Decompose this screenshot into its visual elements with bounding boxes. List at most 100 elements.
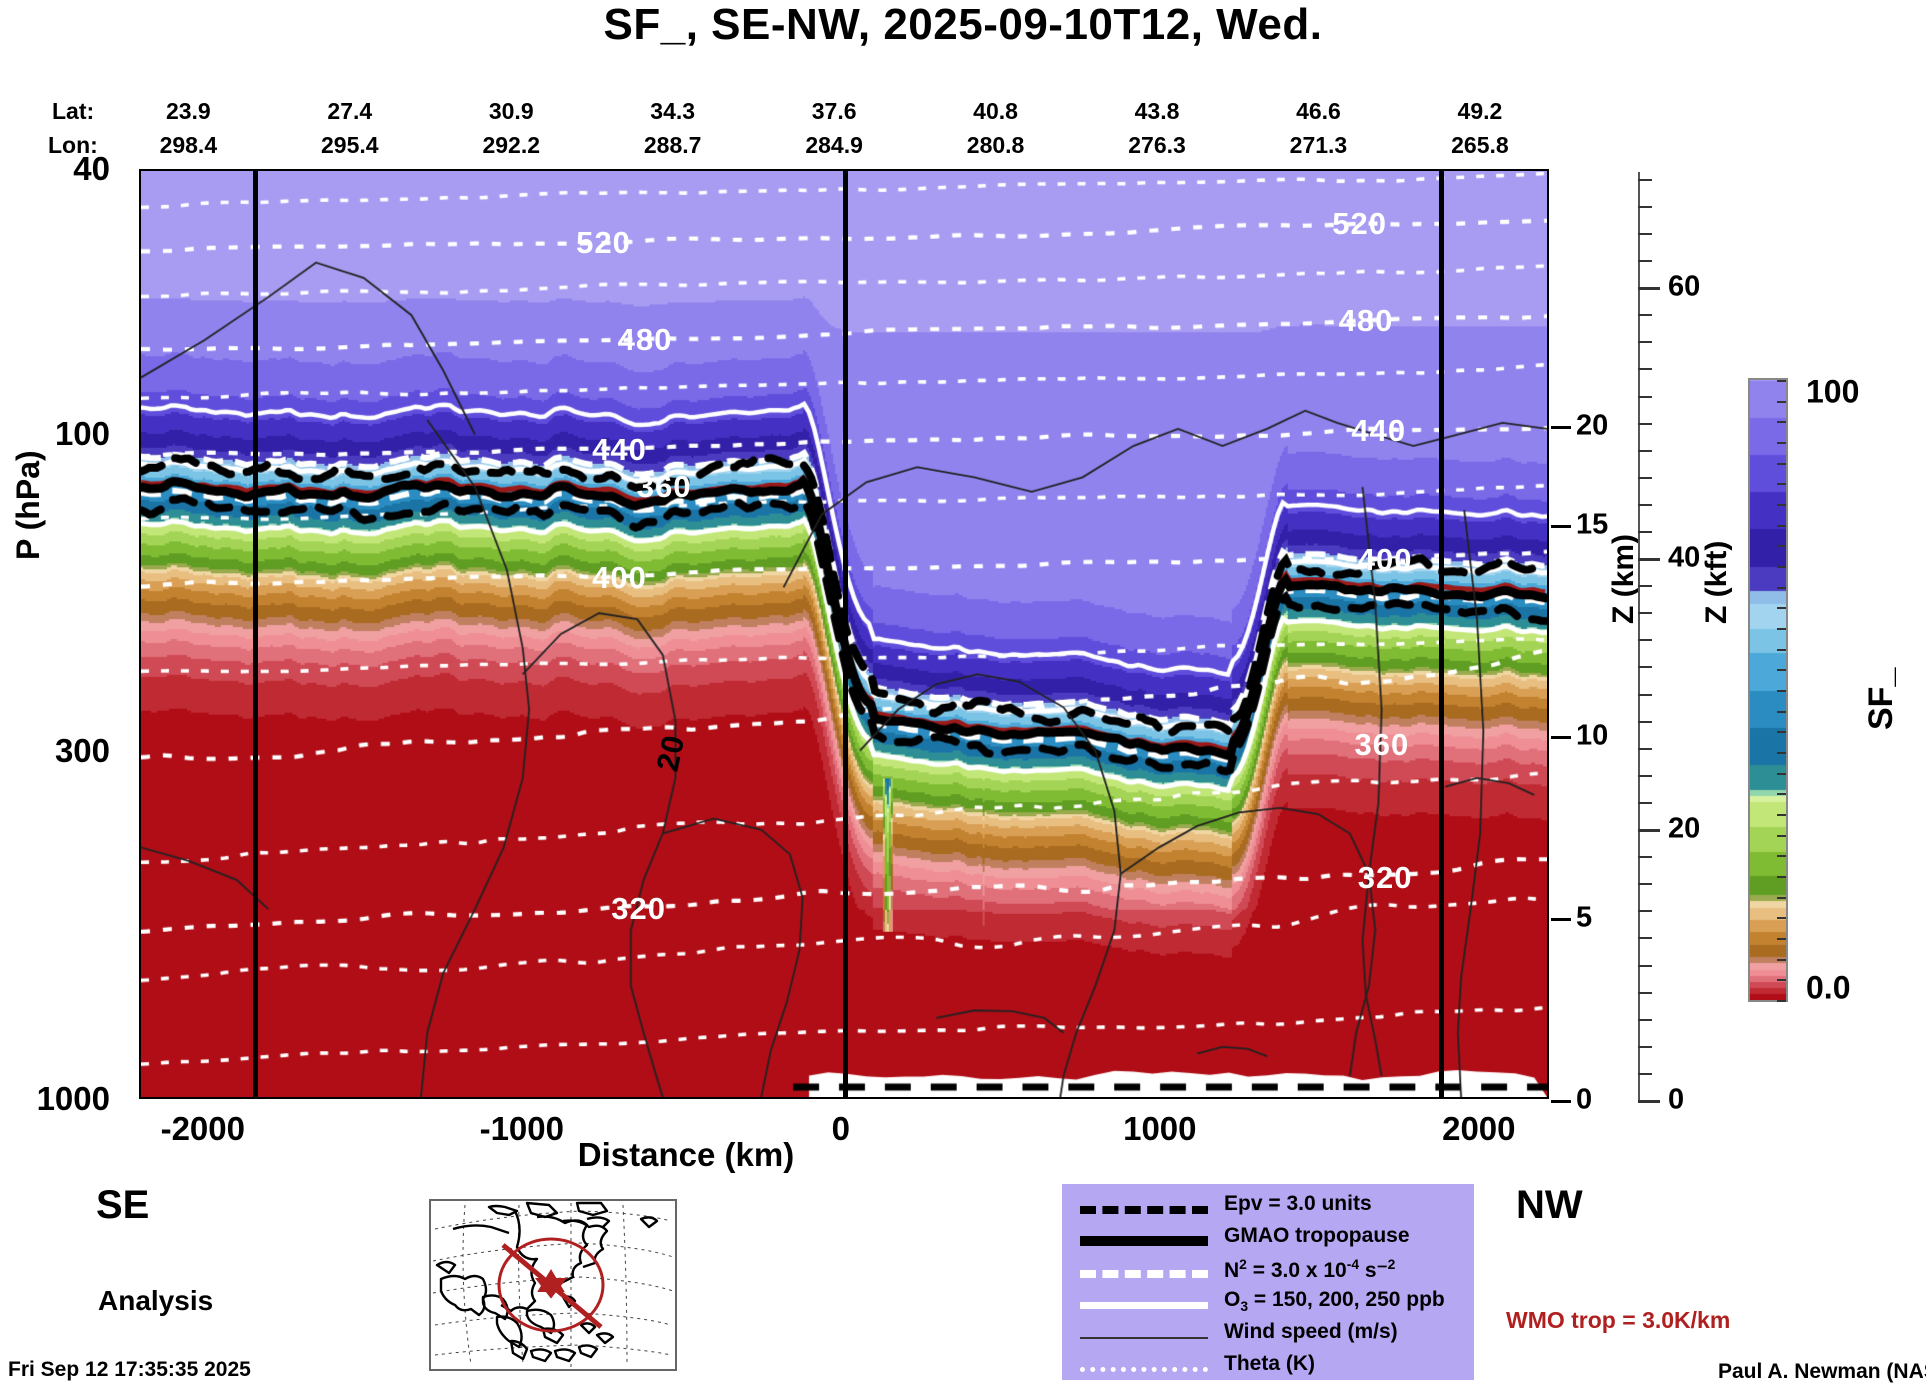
axis-tick <box>1513 169 1515 171</box>
axis-tick <box>301 169 303 171</box>
distance-tick-label: 2000 <box>1442 1110 1516 1147</box>
z-km-tick <box>1551 736 1571 739</box>
axis-tick <box>428 1097 430 1099</box>
nw-end-label: NW <box>1516 1183 1583 1227</box>
z-kft-axis-line <box>1638 172 1640 1100</box>
legend-item[interactable]: GMAO tropopause <box>1062 1224 1474 1256</box>
lon-value: 292.2 <box>482 132 541 158</box>
axis-tick <box>1353 169 1355 171</box>
axis-tick <box>1547 1071 1549 1073</box>
z-kft-tick <box>1638 666 1652 669</box>
z-kft-tick <box>1638 1045 1652 1048</box>
axis-tick <box>173 1097 175 1099</box>
axis-tick <box>875 169 877 171</box>
colorbar-tick <box>1777 421 1786 424</box>
axis-tick <box>1226 169 1228 171</box>
axis-tick <box>1545 1097 1547 1099</box>
axis-tick <box>139 1071 141 1073</box>
colorbar[interactable] <box>1748 378 1788 1002</box>
theta-label-360-left: 360 <box>636 468 692 504</box>
legend-item[interactable]: Theta (K) <box>1062 1352 1474 1384</box>
z-kft-tick <box>1638 205 1652 208</box>
axis-tick <box>364 1097 366 1099</box>
axis-tick <box>1513 1097 1515 1099</box>
z-kft-tick <box>1638 287 1660 291</box>
colorbar-tick <box>1777 938 1786 940</box>
z-kft-tick <box>1638 531 1652 533</box>
lat-value: 40.8 <box>973 98 1018 124</box>
axis-tick <box>747 169 749 171</box>
cross-section-plot[interactable]: 520 480 440 400 360 320 520 480 440 400 360 320 20 <box>139 169 1549 1099</box>
axis-tick <box>139 1037 141 1039</box>
axis-tick <box>683 169 685 171</box>
lat-value: 43.8 <box>1134 98 1180 124</box>
axis-tick <box>1289 169 1291 171</box>
generation-timestamp: Fri Sep 12 17:35:35 2025 <box>8 1358 251 1381</box>
colorbar-tick <box>1777 628 1786 630</box>
lat-value: 49.2 <box>1457 98 1503 124</box>
axis-tick <box>1098 169 1100 171</box>
axis-tick <box>364 169 366 171</box>
z-kft-tick <box>1638 558 1660 562</box>
axis-tick <box>237 1097 239 1099</box>
z-kft-tick <box>1638 991 1652 994</box>
axis-tick <box>779 169 781 171</box>
colorbar-tick <box>1777 504 1786 506</box>
legend-item[interactable]: Wind speed (m/s) <box>1062 1320 1474 1352</box>
inset-locator-map[interactable] <box>429 1199 677 1371</box>
axis-tick <box>1547 636 1549 638</box>
theta-label-480-left: 480 <box>617 321 673 357</box>
legend-box[interactable]: Epv = 3.0 units GMAO tropopause N2 = 3.0 x… <box>1062 1184 1474 1380</box>
z-kft-tick-label: 20 <box>1668 812 1701 845</box>
axis-tick <box>460 169 462 171</box>
legend-item[interactable]: Epv = 3.0 units <box>1062 1192 1474 1224</box>
axis-tick <box>1321 169 1323 171</box>
axis-tick <box>588 169 590 171</box>
pressure-tick-label: 40 <box>73 150 110 187</box>
axis-tick <box>1547 1037 1549 1039</box>
axis-tick <box>205 1097 208 1099</box>
axis-tick <box>779 1097 781 1099</box>
z-km-tick-label: 5 <box>1576 901 1593 934</box>
z-kft-tick-label: 40 <box>1668 541 1701 574</box>
axis-tick <box>1449 1097 1451 1099</box>
legend-item[interactable]: O3 = 150, 200, 250 ppb <box>1062 1288 1474 1320</box>
z-km-tick-label: 15 <box>1576 508 1609 541</box>
z-kft-tick <box>1638 747 1652 750</box>
colorbar-tick <box>1777 524 1786 527</box>
legend-line-sample-white-dotted <box>1080 1367 1208 1372</box>
z-kft-tick <box>1638 829 1660 833</box>
theta-label-320-right: 320 <box>1357 859 1413 895</box>
theta-label-520-right: 520 <box>1332 205 1387 241</box>
z-kft-tick <box>1638 774 1652 777</box>
legend-item-label: O3 = 150, 200, 250 ppb <box>1224 1288 1445 1315</box>
axis-tick <box>139 953 141 955</box>
axis-tick <box>1449 169 1451 171</box>
axis-tick <box>396 1097 398 1099</box>
axis-tick <box>970 169 972 171</box>
axis-tick <box>139 436 141 439</box>
axis-tick <box>1002 169 1004 171</box>
axis-tick <box>651 1097 653 1099</box>
legend-item[interactable]: N2 = 3.0 x 10-4 s⁻2 <box>1062 1256 1474 1288</box>
axis-tick <box>1547 333 1549 335</box>
colorbar-tick <box>1777 772 1786 775</box>
theta-label-440-right: 440 <box>1351 412 1407 448</box>
axis-tick <box>1034 1097 1036 1099</box>
z-kft-tick <box>1638 449 1652 452</box>
se-end-label: SE <box>96 1183 150 1227</box>
axis-tick <box>139 901 141 903</box>
theta-label-360-right: 360 <box>1354 727 1410 763</box>
axis-tick <box>1162 169 1165 171</box>
axis-tick <box>939 169 941 171</box>
axis-tick <box>492 169 494 171</box>
axis-tick <box>332 1097 334 1099</box>
legend-line-sample-thin-black <box>1080 1337 1208 1339</box>
colorbar-tick <box>1777 380 1786 382</box>
colorbar-tick <box>1777 648 1786 651</box>
theta-label-440-left: 440 <box>592 431 647 467</box>
legend-line-sample-black-thick <box>1080 1236 1208 1246</box>
axis-tick <box>1547 288 1549 290</box>
lon-value: 276.3 <box>1128 132 1186 158</box>
z-kft-tick <box>1638 232 1652 235</box>
